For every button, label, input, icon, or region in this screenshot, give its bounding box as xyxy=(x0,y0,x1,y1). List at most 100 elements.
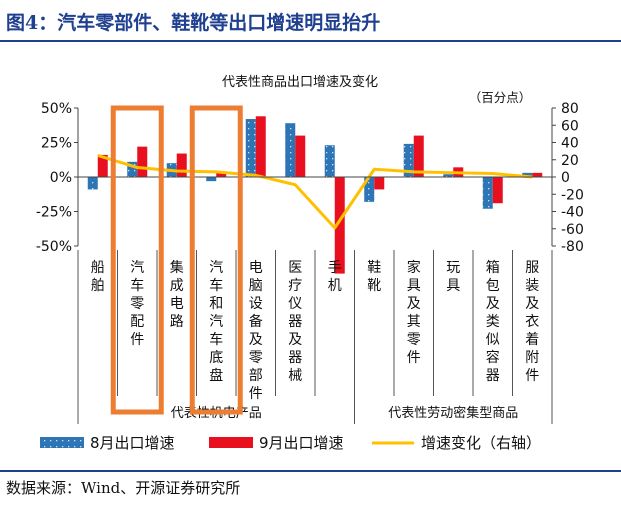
bar-aug xyxy=(324,145,335,177)
category-label-char: 其 xyxy=(407,314,421,330)
left-axis-tick-label: 25% xyxy=(41,136,72,152)
category-label-char: 着 xyxy=(525,332,539,348)
bar-aug xyxy=(127,161,138,177)
bar-sep xyxy=(295,135,306,177)
category-label-char: 汽 xyxy=(130,260,144,276)
left-axis-tick-label: 0% xyxy=(50,170,72,186)
bar-sep xyxy=(216,172,227,177)
bar-sep xyxy=(413,135,424,177)
category-label-char: 玩 xyxy=(446,260,460,276)
category-label-char: 盘 xyxy=(209,367,223,384)
category-label-char: 靴 xyxy=(367,278,381,294)
right-axis-tick-label: -20 xyxy=(561,187,584,203)
right-axis-tick-label: 60 xyxy=(561,118,579,134)
bar-sep xyxy=(137,146,148,177)
category-label-char: 类 xyxy=(486,314,500,330)
category-label-char: 电 xyxy=(249,260,263,276)
category-label-char: 箱 xyxy=(486,260,500,276)
category-label-char: 具 xyxy=(407,278,421,294)
right-axis-tick-label: 80 xyxy=(561,101,579,117)
legend-label-sep: 9月出口增速 xyxy=(259,434,344,452)
legend-label-line: 增速变化（右轴） xyxy=(421,434,541,452)
category-label-char: 底 xyxy=(209,350,223,366)
category-label-char: 服 xyxy=(525,260,539,276)
category-label-char: 及 xyxy=(525,296,539,312)
category-label-char: 船 xyxy=(91,260,105,276)
right-axis-tick-label: -60 xyxy=(561,222,584,238)
category-label-char: 鞋 xyxy=(367,260,381,276)
legend-swatch-sep xyxy=(209,437,253,448)
category-label-char: 附 xyxy=(525,350,539,366)
line-layer xyxy=(97,154,533,230)
chart-title: 代表性商品出口增速及变化 xyxy=(222,74,378,90)
category-label-char: 和 xyxy=(209,296,223,312)
bar-sep xyxy=(97,154,108,177)
unit-label: （百分点） xyxy=(469,90,532,105)
bar-aug xyxy=(206,177,217,182)
category-label-char: 衣 xyxy=(525,314,539,330)
bar-aug xyxy=(285,123,296,177)
category-label-char: 疗 xyxy=(288,278,302,294)
category-label-char: 家 xyxy=(407,259,421,276)
bar-sep xyxy=(255,116,266,177)
bar-aug xyxy=(364,177,375,202)
category-label-char: 及 xyxy=(249,332,263,348)
right-axis-tick-label: 20 xyxy=(561,153,579,169)
source-note: 数据来源：Wind、开源证券研究所 xyxy=(6,479,241,497)
bar-sep xyxy=(176,153,187,177)
category-label-char: 手 xyxy=(328,260,342,276)
figure-title: 图4：汽车零部件、鞋靴等出口增速明显抬升 xyxy=(6,12,381,34)
bar-aug xyxy=(87,177,98,190)
change-line xyxy=(97,154,533,230)
category-label-char: 汽 xyxy=(209,314,223,330)
group-label: 代表性劳动密集型商品 xyxy=(388,405,518,421)
category-label-char: 似 xyxy=(486,332,500,348)
category-label-char: 件 xyxy=(407,350,421,366)
right-axis-tick-label: -40 xyxy=(561,205,584,221)
category-label-char: 器 xyxy=(288,350,302,366)
legend: 8月出口增速 9月出口增速 增速变化（右轴） xyxy=(40,434,541,452)
category-labels-layer: 船舶汽车零配件集成电路汽车和汽车底盘电脑设备及零部件医疗仪器及器械手机鞋靴家具及… xyxy=(77,250,553,424)
category-label-char: 舶 xyxy=(91,278,105,294)
bar-aug xyxy=(522,172,533,177)
bar-aug xyxy=(443,174,454,177)
category-label-char: 及 xyxy=(288,332,302,348)
category-label-char: 件 xyxy=(249,386,263,402)
bars-layer xyxy=(87,116,543,274)
category-label-char: 仪 xyxy=(288,296,302,312)
bar-sep xyxy=(532,172,543,177)
bar-sep xyxy=(374,177,385,190)
category-label-char: 械 xyxy=(288,368,302,384)
bar-aug xyxy=(482,177,493,209)
bar-sep xyxy=(492,177,503,204)
category-label-char: 件 xyxy=(130,332,144,348)
category-label-char: 零 xyxy=(249,350,263,366)
right-axis-tick-label: 40 xyxy=(561,136,579,152)
category-label-char: 车 xyxy=(209,277,223,294)
bottom-rule xyxy=(0,470,621,472)
category-label-char: 器 xyxy=(486,368,500,384)
category-label-char: 备 xyxy=(249,313,263,330)
category-label-char: 集 xyxy=(170,259,184,276)
category-label-char: 成 xyxy=(170,278,184,294)
highlight-layer xyxy=(110,105,243,415)
category-label-char: 路 xyxy=(170,314,184,330)
bar-sep xyxy=(334,177,345,274)
category-label-char: 配 xyxy=(130,314,144,330)
title-rule xyxy=(0,40,621,42)
category-label-char: 医 xyxy=(288,260,302,276)
category-label-char: 机 xyxy=(328,278,342,294)
category-label-char: 汽 xyxy=(209,260,223,276)
highlight-box xyxy=(189,105,243,415)
category-label-char: 包 xyxy=(486,278,500,294)
right-axis-tick-label: -80 xyxy=(561,239,584,255)
category-label-char: 零 xyxy=(130,296,144,312)
category-label-char: 车 xyxy=(130,277,144,294)
category-label-char: 车 xyxy=(209,331,223,348)
category-label-char: 具 xyxy=(446,278,460,294)
left-axis-tick-label: -50% xyxy=(36,239,72,255)
bar-aug xyxy=(245,119,256,177)
category-label-char: 装 xyxy=(525,278,539,294)
